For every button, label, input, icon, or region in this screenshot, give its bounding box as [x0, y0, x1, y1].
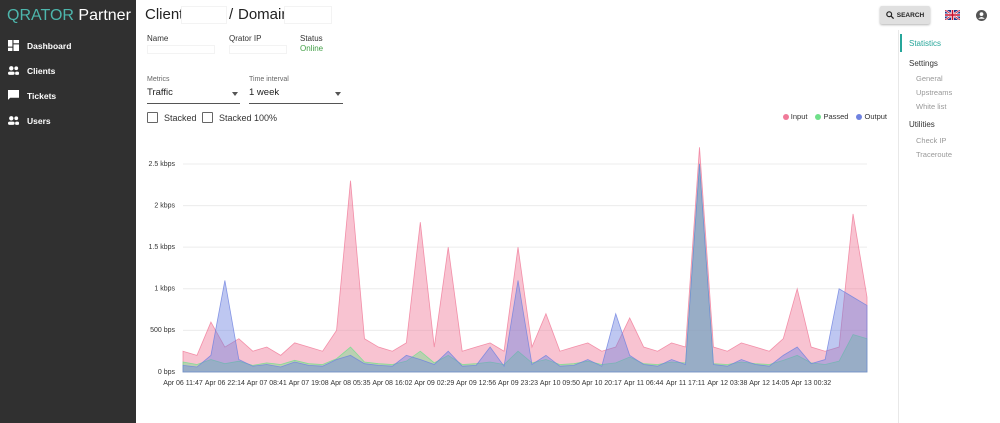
- legend-label: Passed: [823, 112, 849, 121]
- right-panel: Statistics Settings General Upstreams Wh…: [898, 30, 1000, 423]
- brand-name: QRATOR: [7, 7, 74, 24]
- y-tick-label: 2.5 kbps: [149, 161, 176, 168]
- y-tick-label: 1 kbps: [154, 286, 175, 293]
- field-label: Name: [147, 34, 169, 43]
- nav-link[interactable]: Check IP: [916, 136, 947, 145]
- nav-item[interactable]: Users: [8, 115, 51, 126]
- legend-label: Input: [790, 112, 808, 121]
- language-flag[interactable]: [945, 10, 960, 20]
- x-tick-label: Apr 13 00:32: [791, 380, 831, 387]
- search-button[interactable]: SEARCH: [880, 6, 930, 24]
- chart: 0 bps 500 bps 1 kbps 1.5 kbps 2 kbps 2.5 kbps…: [149, 147, 868, 387]
- area-series: [182, 163, 868, 373]
- field-label: Metrics: [147, 76, 170, 83]
- nav-link[interactable]: White list: [916, 102, 947, 111]
- nav-item[interactable]: Dashboard: [8, 40, 71, 51]
- legend-label: Output: [864, 112, 887, 121]
- client-title: Client: [145, 6, 184, 23]
- redacted: [147, 45, 215, 54]
- brand-suffix: Partner: [78, 7, 131, 24]
- sidebar: QRATOR Partner Dashboard Clients Tickets…: [0, 0, 136, 423]
- nav-link[interactable]: General: [916, 74, 943, 83]
- stacked-checkbox[interactable]: Stacked: [147, 112, 197, 123]
- area-series: [182, 147, 868, 373]
- x-tick-label: Apr 09 12:56: [456, 380, 496, 387]
- legend-item[interactable]: Input: [782, 112, 808, 121]
- field-label: Time interval: [249, 76, 289, 83]
- separator: /: [229, 6, 234, 23]
- x-tick-label: Apr 08 05:35: [330, 380, 370, 387]
- redacted: [284, 6, 332, 24]
- x-tick-label: Apr 11 06:44: [624, 380, 664, 387]
- x-tick-label: Apr 12 03:38: [707, 380, 747, 387]
- domain-title: Domain: [238, 6, 290, 23]
- search-label: SEARCH: [896, 11, 925, 19]
- x-tick-label: Apr 06 11:47: [163, 380, 203, 387]
- account-icon[interactable]: [976, 10, 987, 21]
- nav-label: Dashboard: [27, 40, 72, 51]
- checkbox-label: Stacked: [164, 112, 197, 123]
- x-tick-label: Apr 10 09:50: [540, 380, 580, 387]
- nav-link[interactable]: Traceroute: [916, 150, 952, 159]
- redacted: [229, 45, 287, 54]
- x-tick-label: Apr 09 23:23: [498, 380, 538, 387]
- stacked-100-checkbox[interactable]: Stacked 100%: [202, 112, 277, 123]
- field-label: Qrator IP: [229, 34, 262, 43]
- legend-swatch: [856, 113, 863, 120]
- select-value: Traffic: [147, 87, 173, 98]
- legend: Input Passed Output: [782, 112, 887, 121]
- legend-item[interactable]: Passed: [815, 112, 848, 121]
- nav-link[interactable]: Upstreams: [916, 88, 953, 97]
- y-tick-label: 1.5 kbps: [149, 244, 176, 251]
- y-tick-label: 0 bps: [158, 369, 176, 376]
- x-tick-label: Apr 06 22:14: [205, 380, 245, 387]
- legend-swatch: [782, 113, 789, 120]
- x-tick-label: Apr 12 14:05: [749, 380, 789, 387]
- legend-swatch: [815, 113, 822, 120]
- nav-label: Tickets: [27, 90, 57, 101]
- y-tick-label: 2 kbps: [154, 202, 175, 209]
- nav-label: Users: [27, 115, 51, 126]
- section-title: Settings: [909, 59, 938, 68]
- nav-label: Clients: [27, 65, 56, 76]
- section-title: Utilities: [909, 120, 935, 129]
- nav-item[interactable]: Tickets: [8, 90, 56, 101]
- redacted: [181, 6, 227, 24]
- field-label: Status: [300, 34, 323, 43]
- metrics-select[interactable]: Traffic: [147, 87, 240, 104]
- status-value: Online: [300, 44, 324, 53]
- select-value: 1 week: [249, 87, 280, 98]
- x-tick-label: Apr 08 16:02: [372, 380, 412, 387]
- interval-select[interactable]: 1 week: [249, 87, 343, 104]
- nav-link[interactable]: Statistics: [909, 39, 942, 48]
- y-tick-label: 500 bps: [150, 327, 175, 334]
- x-tick-label: Apr 07 19:08: [289, 380, 329, 387]
- checkbox-label: Stacked 100%: [219, 112, 278, 123]
- brand: QRATOR Partner: [7, 7, 131, 25]
- legend-item[interactable]: Output: [856, 112, 887, 121]
- nav-item[interactable]: Clients: [8, 65, 55, 76]
- active-indicator: [900, 34, 902, 52]
- x-tick-label: Apr 09 02:29: [414, 380, 454, 387]
- x-tick-label: Apr 07 08:41: [247, 380, 287, 387]
- x-tick-label: Apr 10 20:17: [582, 380, 622, 387]
- x-tick-label: Apr 11 17:11: [666, 380, 705, 387]
